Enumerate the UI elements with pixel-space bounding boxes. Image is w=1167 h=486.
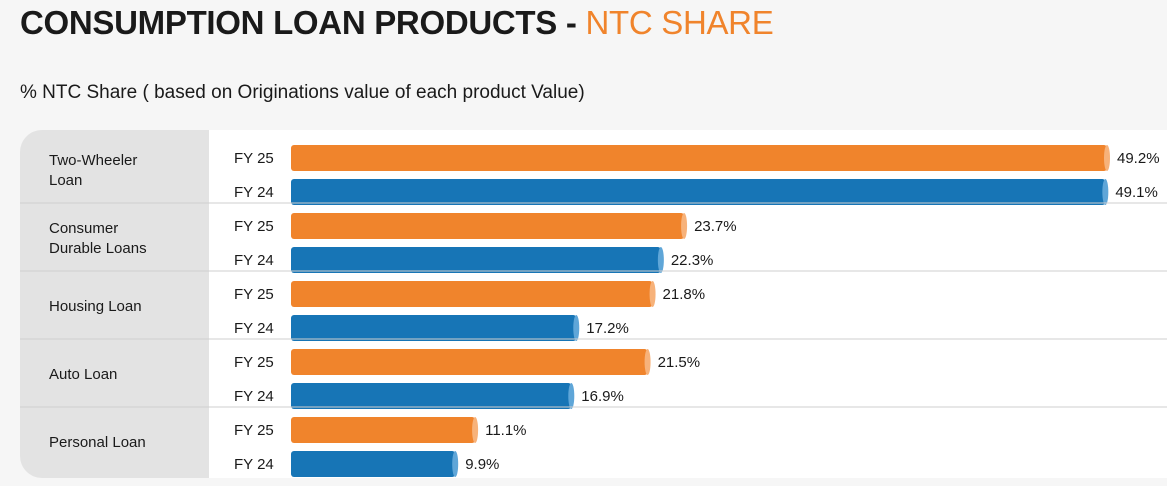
bar [291,247,661,273]
bar [291,145,1107,171]
value-label: 49.2% [1117,150,1160,167]
bar-end-cap [452,451,459,477]
value-label: 21.5% [658,354,701,371]
category-label: Consumer [49,220,118,237]
value-label: 9.9% [465,456,499,473]
bar-end-cap [1104,145,1110,171]
series-label: FY 24 [234,456,274,473]
bar-end-cap [644,349,651,375]
series-label: FY 25 [234,422,274,439]
bar [291,451,456,477]
bar [291,315,577,341]
bar [291,213,685,239]
series-label: FY 24 [234,388,274,405]
value-label: 21.8% [663,286,706,303]
bar [291,349,648,375]
series-label: FY 25 [234,150,274,167]
series-label: FY 25 [234,354,274,371]
value-label: 22.3% [671,252,714,269]
bar-end-cap [472,417,479,443]
series-label: FY 24 [234,320,274,337]
bar-end-cap [649,281,656,307]
series-label: FY 24 [234,252,274,269]
bar [291,383,572,409]
page-title: CONSUMPTION LOAN PRODUCTS - NTC SHARE [20,4,774,42]
bar-end-cap [657,247,664,273]
title-accent: NTC SHARE [585,4,774,41]
category-label: Auto Loan [49,366,117,383]
chart-subtitle: % NTC Share ( based on Originations valu… [20,82,585,103]
category-label: Housing Loan [49,298,142,315]
value-label: 23.7% [694,218,737,235]
series-label: FY 25 [234,286,274,303]
value-label: 49.1% [1115,184,1158,201]
value-label: 16.9% [581,388,624,405]
bar-end-cap [681,213,688,239]
bar-end-cap [568,383,575,409]
series-label: FY 24 [234,184,274,201]
bar-end-cap [573,315,580,341]
value-label: 17.2% [586,320,629,337]
bar [291,179,1106,205]
category-label: Two-Wheeler [49,152,137,169]
title-main: CONSUMPTION LOAN PRODUCTS - [20,4,586,41]
category-label: Durable Loans [49,240,147,257]
value-label: 11.1% [485,422,526,439]
bar [291,281,653,307]
bar [291,417,476,443]
category-label: Loan [49,172,82,189]
bar-end-cap [1102,179,1109,205]
series-label: FY 25 [234,218,274,235]
category-label: Personal Loan [49,434,146,451]
